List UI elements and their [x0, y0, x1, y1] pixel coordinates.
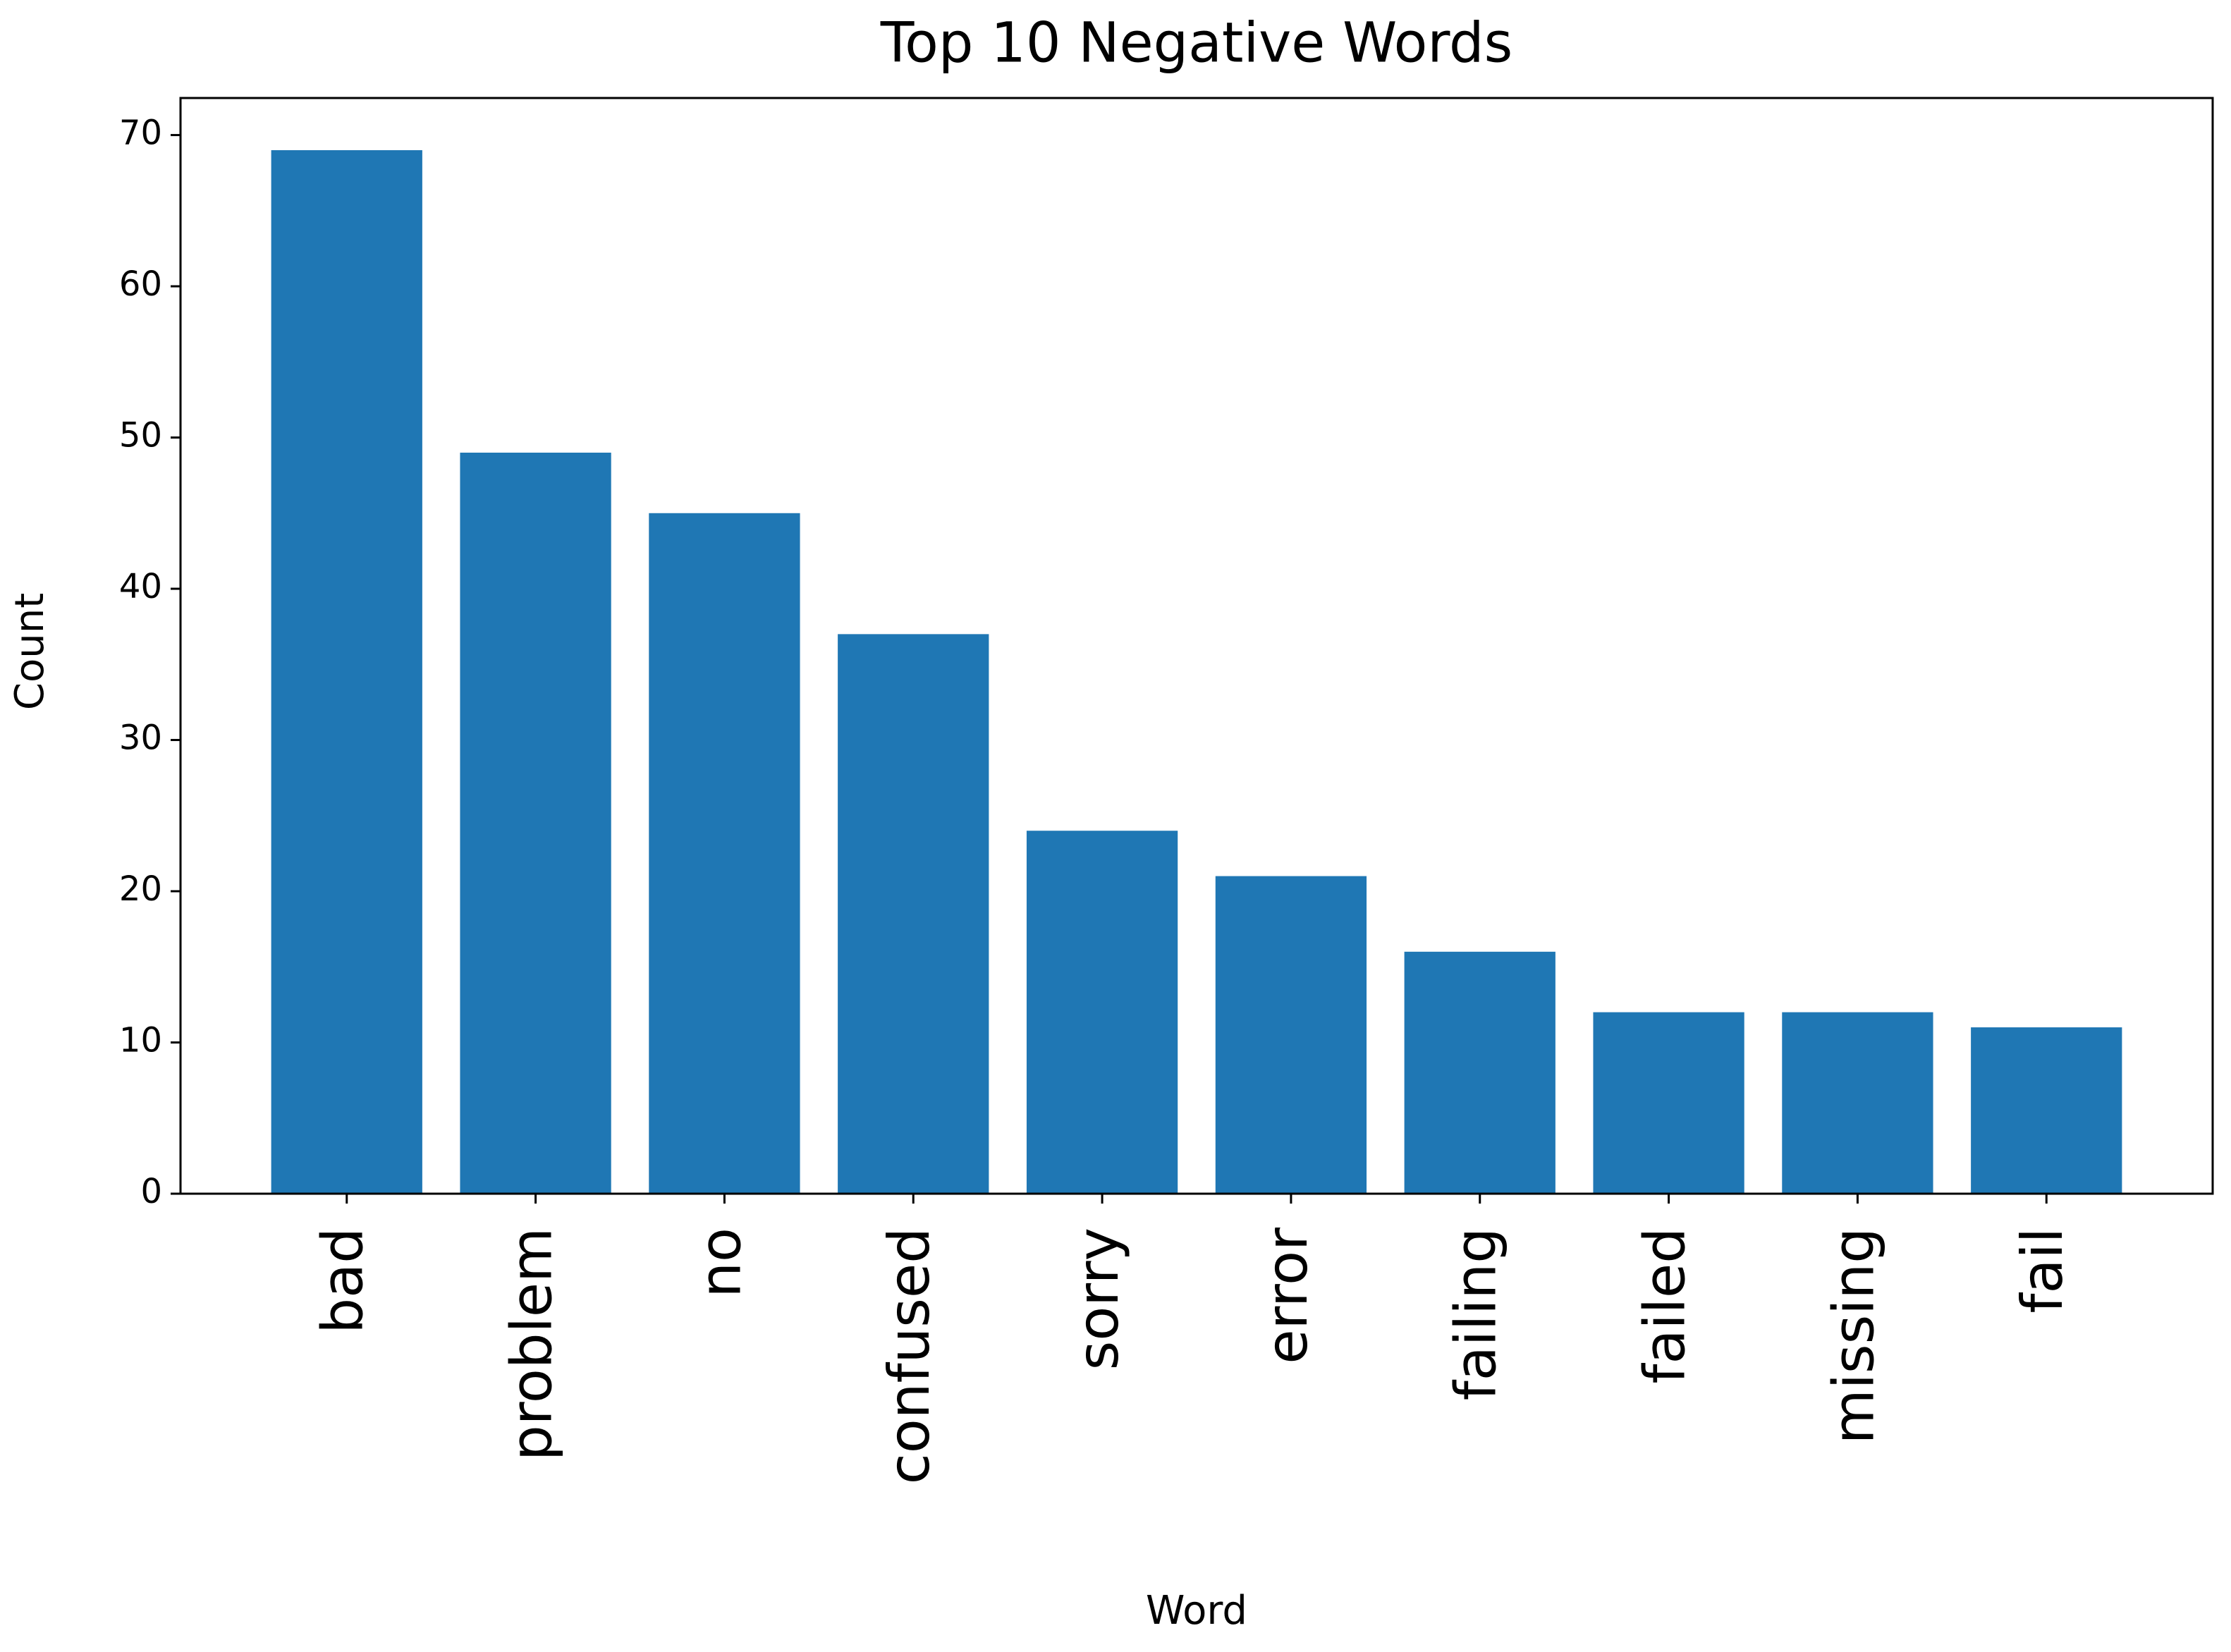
bar	[1026, 831, 1178, 1194]
bar	[1215, 876, 1367, 1194]
y-tick-label: 50	[119, 416, 162, 455]
bar	[1971, 1027, 2122, 1194]
plot-frame	[179, 97, 2214, 1195]
y-tick-label: 60	[119, 264, 162, 304]
y-tick-label: 20	[119, 869, 162, 909]
y-tick-label: 30	[119, 718, 162, 758]
y-tick-label: 10	[119, 1021, 162, 1060]
y-axis-label: Count	[7, 593, 53, 710]
bar	[1404, 951, 1555, 1194]
bar	[1593, 1012, 1744, 1194]
x-tick-label: failing	[1443, 1228, 1509, 1400]
x-tick-label: failed	[1632, 1228, 1698, 1384]
x-tick-label: sorry	[1065, 1228, 1131, 1370]
x-tick-label: bad	[310, 1228, 376, 1334]
x-tick-label: no	[687, 1228, 753, 1298]
bar	[838, 634, 989, 1194]
y-tick-label: 70	[119, 114, 162, 153]
bar	[271, 150, 422, 1194]
x-tick-label: error	[1254, 1228, 1320, 1364]
x-tick-label: fail	[2010, 1228, 2075, 1314]
bar	[649, 513, 800, 1194]
bar	[1782, 1012, 1933, 1194]
y-tick-label: 0	[140, 1172, 162, 1211]
x-tick-label: missing	[1821, 1228, 1886, 1444]
y-tick-label: 40	[119, 567, 162, 606]
bar	[460, 452, 611, 1194]
x-tick-label: problem	[499, 1228, 565, 1461]
x-tick-label: confused	[876, 1228, 942, 1484]
chart-title: Top 10 Negative Words	[880, 11, 1512, 75]
x-axis-label: Word	[1146, 1588, 1247, 1634]
